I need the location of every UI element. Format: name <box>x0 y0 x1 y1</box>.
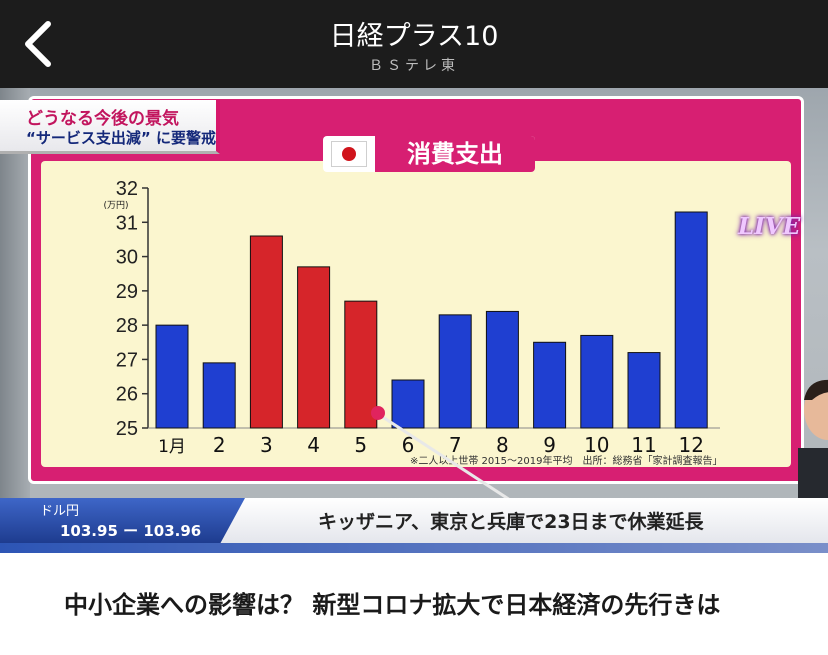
x-tick-label: 1月 <box>158 437 186 457</box>
pointer-stick <box>371 406 511 502</box>
nav-subtitle: ＢＳテレ東 <box>369 58 459 74</box>
bar-4 <box>297 266 331 429</box>
ticker-headline: キッザニア、東京と兵庫で23日まで休業延長 <box>318 511 704 533</box>
bar-12 <box>674 211 708 429</box>
x-tick-label: 6 <box>402 433 415 457</box>
fx-label: ドル円 <box>40 504 80 519</box>
bar-7 <box>438 314 472 429</box>
x-tick-label: 7 <box>449 433 462 457</box>
bar-2 <box>202 362 236 429</box>
bar-3 <box>249 235 283 429</box>
headline-line-1: どうなる今後の景気 <box>26 109 179 129</box>
fx-rate: 103.95 ー 103.96 <box>60 522 202 540</box>
headline-line-2: “サービス支出減” に要警戒 <box>26 129 216 147</box>
x-tick-label: 8 <box>496 433 509 457</box>
studio-background <box>0 88 30 553</box>
bar-1 <box>155 324 189 429</box>
x-tick-label: 4 <box>307 433 320 457</box>
x-tick-label: 5 <box>354 433 367 457</box>
y-tick-label: 31 <box>116 212 138 234</box>
news-ticker: ドル円 103.95 ー 103.96 キッザニア、東京と兵庫で23日まで休業延… <box>0 498 828 543</box>
x-tick-label: 9 <box>543 433 556 457</box>
bar-8 <box>485 310 519 429</box>
bar-10 <box>580 334 614 429</box>
x-tick-label: 3 <box>260 433 273 457</box>
ticker-bottom-band <box>0 543 828 553</box>
fx-rate-box: ドル円 103.95 ー 103.96 <box>0 498 245 543</box>
bar-9 <box>533 341 567 429</box>
chevron-left-icon <box>25 21 51 67</box>
y-tick-label: 28 <box>116 315 138 337</box>
source-note: ※二人以上世帯 2015〜2019年平均 出所：総務省「家計調査報告」 <box>410 456 723 467</box>
article-title[interactable]: 中小企業への影響は？ 新型コロナ拡大で日本経済の先行きは <box>64 591 721 619</box>
nav-bar: 日経プラス10 ＢＳテレ東 <box>0 0 828 88</box>
x-tick-label: 11 <box>631 433 656 457</box>
y-tick-label: 27 <box>116 349 138 371</box>
program-headline: どうなる今後の景気 “サービス支出減” に要警戒 <box>0 100 220 154</box>
y-tick-label: 30 <box>116 247 138 269</box>
bar-11 <box>627 352 661 429</box>
y-axis-unit: (万円) <box>103 200 128 211</box>
x-tick-label: 12 <box>678 433 703 457</box>
chart-title: 消費支出 <box>375 136 535 172</box>
live-badge: LIVE <box>738 213 801 240</box>
nav-title: 日経プラス10 <box>329 21 499 52</box>
japan-flag-icon <box>331 141 367 167</box>
x-tick-label: 2 <box>213 433 226 457</box>
bar-6 <box>391 379 425 429</box>
back-button[interactable] <box>14 18 64 70</box>
chart-title-bar: 消費支出 <box>323 136 535 172</box>
bar-5 <box>344 300 378 429</box>
video-frame[interactable]: 消費支出 25 26 27 28 29 30 31 32 (万円) 1月 2 3 4 5 6 7 8 9 10 11… <box>0 88 828 553</box>
x-axis-labels: 1月 2 3 4 5 6 7 8 9 10 11 12 <box>158 433 704 457</box>
bars <box>155 211 708 429</box>
x-tick-label: 10 <box>584 433 609 457</box>
y-tick-label: 26 <box>116 384 138 406</box>
y-tick-label: 25 <box>116 418 138 440</box>
y-tick-label: 29 <box>116 281 138 303</box>
y-axis: 25 26 27 28 29 30 31 32(万円) <box>103 178 720 440</box>
bar-chart: 25 26 27 28 29 30 31 32(万円) 1月 2 3 4 5 6 7 8 9 10 11 12 <box>103 178 720 457</box>
y-tick-label: 32 <box>116 178 138 200</box>
